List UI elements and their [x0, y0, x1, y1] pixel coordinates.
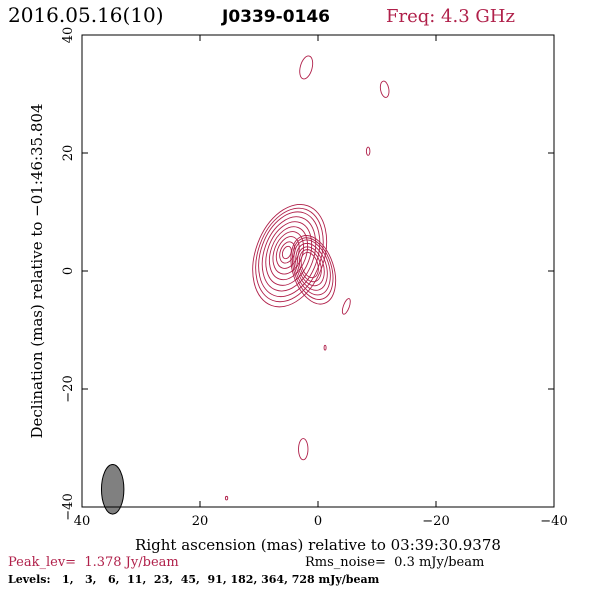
x-tick-label: 40 [74, 514, 91, 529]
y-tick-label: 20 [61, 145, 76, 162]
contour-lobe-core [300, 252, 319, 279]
contour-lobe-extended [281, 245, 292, 260]
contour-lobe-extended [261, 216, 317, 292]
x-tick-label: −20 [422, 514, 449, 529]
noise-contour [379, 80, 390, 98]
y-axis-label: Declination (mas) relative to −01:46:35.… [28, 103, 46, 438]
y-tick-labels: −40 −20 0 20 40 [61, 27, 76, 521]
y-tick-label: −40 [61, 493, 76, 520]
chart-title-date: 2016.05.16(10) [8, 3, 164, 27]
beam-ellipse [100, 464, 125, 515]
noise-contour [365, 146, 371, 156]
x-tick-label: 20 [192, 514, 209, 529]
x-tick-labels: 40 20 0 −20 −40 [74, 514, 568, 529]
levels-label: Levels: 1, 3, 6, 11, 23, 45, 91, 182, 36… [8, 573, 380, 586]
x-tick-label: 0 [314, 514, 322, 529]
contour-lobe-extended [265, 221, 313, 286]
contour-lobe-extended [279, 241, 296, 264]
y-tick-label: 40 [61, 27, 76, 44]
contour-lobe-extended [255, 207, 324, 303]
contour-layer [252, 204, 337, 308]
noise-contour-layer [224, 55, 390, 501]
contour-level-11 [261, 216, 328, 292]
contour-lobe-extended [272, 231, 304, 275]
noise-contour [341, 298, 351, 315]
noise-contour [224, 495, 229, 501]
contour-level-6 [258, 211, 331, 298]
peak-level-label: Peak_lev= 1.378 Jy/beam [8, 555, 179, 570]
contour-lobe-extended [268, 226, 309, 281]
contour-level-45 [268, 226, 322, 283]
beam-layer [100, 464, 125, 515]
x-tick-label: −40 [540, 514, 567, 529]
contour-lobe-core [293, 239, 331, 296]
contour-lobe-core [290, 235, 337, 305]
chart-title-freq: Freq: 4.3 GHz [386, 6, 515, 27]
rms-noise-label: Rms_noise= 0.3 mJy/beam [305, 555, 484, 570]
noise-contour [298, 438, 309, 461]
y-tick-label: 0 [61, 267, 76, 275]
noise-contour [299, 55, 314, 80]
noise-contour [323, 344, 327, 351]
contour-level-728 [281, 245, 292, 260]
contour-level-364 [279, 241, 296, 264]
chart-title-source: J0339-0146 [221, 7, 330, 27]
contour-lobe-core [298, 249, 322, 283]
contour-level-1 [252, 204, 337, 308]
contour-lobe-core [295, 242, 328, 291]
contour-level-182 [275, 236, 300, 269]
x-axis-label: Right ascension (mas) relative to 03:39:… [135, 536, 501, 554]
y-tick-label: −20 [61, 375, 76, 402]
contour-lobe-extended [258, 211, 321, 298]
contour-level-91 [272, 231, 319, 279]
tick-marks [81, 34, 555, 508]
contour-lobe-extended [252, 204, 328, 308]
contour-lobe-extended [275, 236, 300, 269]
